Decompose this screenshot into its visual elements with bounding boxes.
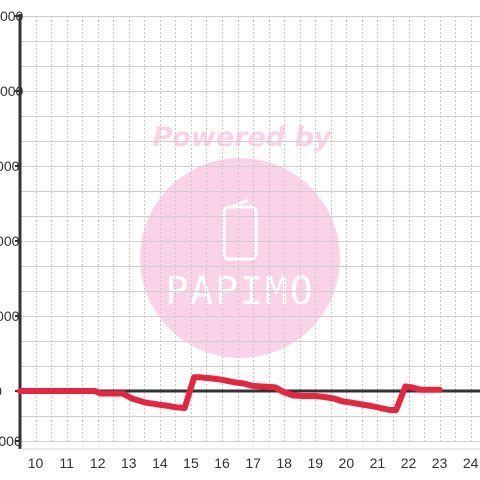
y-tick-label: 30,000 bbox=[0, 308, 20, 324]
x-tick-label: 20 bbox=[339, 455, 355, 471]
x-tick-label: 15 bbox=[183, 455, 199, 471]
y-tick-label: 120,000 bbox=[0, 83, 24, 99]
x-tick-label: 10 bbox=[28, 455, 44, 471]
x-tick-label: 24 bbox=[463, 455, 479, 471]
x-tick-label: 11 bbox=[59, 455, 74, 471]
y-tick-label: -20,000 bbox=[0, 433, 22, 449]
watermark-text: Powered by bbox=[153, 122, 333, 153]
x-tick-label: 18 bbox=[276, 455, 292, 471]
watermark: Powered by PAPIMO bbox=[140, 122, 340, 358]
x-tick-label: 17 bbox=[245, 455, 261, 471]
x-tick-label: 21 bbox=[370, 455, 386, 471]
y-tick-label: 60,000 bbox=[0, 233, 20, 249]
x-tick-label: 23 bbox=[432, 455, 448, 471]
x-tick-label: 13 bbox=[121, 455, 137, 471]
y-tick-label: 90,000 bbox=[0, 158, 20, 174]
series-group bbox=[17, 374, 443, 413]
grid bbox=[20, 16, 480, 442]
y-tick-label: 0 bbox=[0, 383, 2, 399]
tick-labels: -20,000 0 30,000 60,000 90,000 120,000 150,000… bbox=[0, 8, 479, 471]
x-tick-label: 19 bbox=[307, 455, 323, 471]
x-tick-label: 14 bbox=[152, 455, 168, 471]
y-tick-label: 150,000 bbox=[0, 8, 24, 24]
x-tick-label: 12 bbox=[90, 455, 106, 471]
x-tick-label: 22 bbox=[401, 455, 417, 471]
x-tick-label: 16 bbox=[214, 455, 230, 471]
series-line bbox=[17, 374, 443, 413]
phone-icon bbox=[222, 198, 258, 261]
